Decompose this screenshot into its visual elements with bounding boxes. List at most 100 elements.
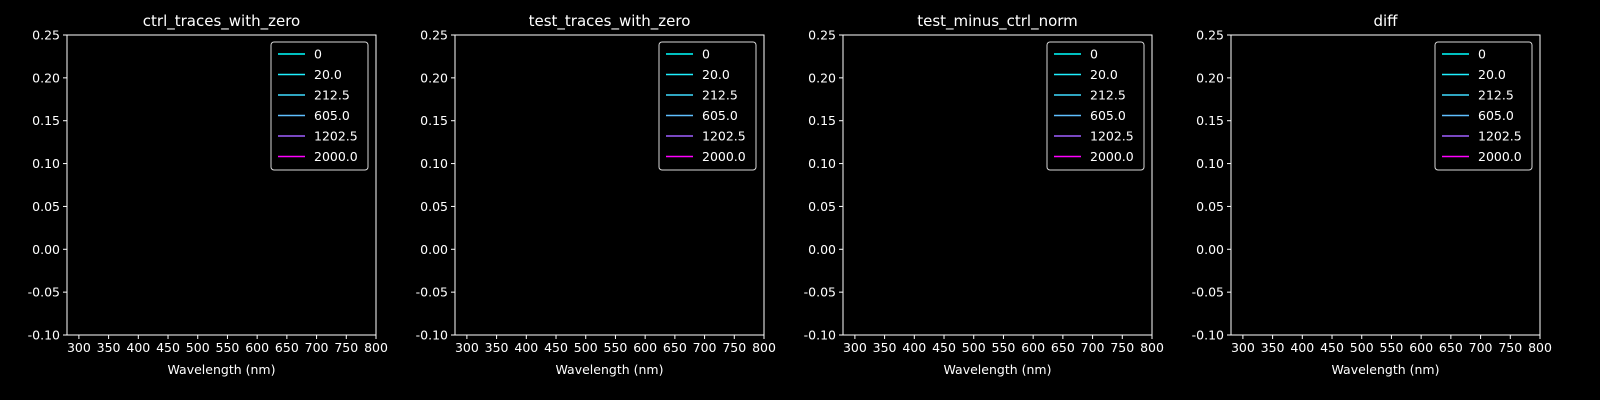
legend-entry-label: 605.0 (1090, 108, 1126, 123)
legend-entry-label: 0 (702, 47, 710, 62)
legend-entry-label: 0 (1090, 47, 1098, 62)
legend-entry-label: 605.0 (314, 108, 350, 123)
x-tick-label: 400 (126, 340, 150, 355)
x-tick-label: 750 (334, 340, 358, 355)
y-tick-label: 0.25 (420, 28, 448, 43)
x-tick-label: 500 (574, 340, 598, 355)
y-tick-label: -0.10 (416, 328, 448, 343)
y-tick-label: 0.10 (808, 156, 836, 171)
x-tick-label: 400 (514, 340, 538, 355)
y-tick-label: 0.20 (420, 70, 448, 85)
y-tick-label: 0.25 (808, 28, 836, 43)
x-tick-label: 400 (902, 340, 926, 355)
legend-entry-label: 2000.0 (1090, 149, 1134, 164)
legend-entry-label: 212.5 (1090, 88, 1126, 103)
y-tick-label: 0.15 (32, 113, 60, 128)
x-tick-label: 450 (1320, 340, 1344, 355)
y-tick-label: 0.10 (1196, 156, 1224, 171)
x-tick-label: 400 (1290, 340, 1314, 355)
y-tick-label: 0.00 (808, 242, 836, 257)
y-tick-label: 0.10 (32, 156, 60, 171)
y-tick-label: 0.25 (32, 28, 60, 43)
x-tick-label: 700 (1081, 340, 1105, 355)
x-tick-label: 750 (1498, 340, 1522, 355)
legend: 0 20.0 212.5 605.0 1202.5 2000.0 (270, 41, 369, 171)
legend-entry-label: 20.0 (314, 67, 342, 82)
x-tick-label: 300 (67, 340, 91, 355)
x-tick-label: 450 (156, 340, 180, 355)
x-tick-label: 800 (752, 340, 776, 355)
legend-entry-label: 605.0 (702, 108, 738, 123)
y-tick-label: 0.00 (420, 242, 448, 257)
x-tick-label: 750 (1110, 340, 1134, 355)
legend-entry-label: 212.5 (314, 88, 350, 103)
x-tick-label: 300 (843, 340, 867, 355)
x-tick-label: 500 (1350, 340, 1374, 355)
x-tick-label: 700 (1469, 340, 1493, 355)
y-tick-label: -0.05 (1192, 285, 1224, 300)
y-tick-label: 0.00 (32, 242, 60, 257)
x-tick-label: 550 (992, 340, 1016, 355)
y-tick-label: 0.05 (32, 199, 60, 214)
y-tick-label: 0.25 (1196, 28, 1224, 43)
legend-entry-label: 2000.0 (1478, 149, 1522, 164)
x-axis-label: Wavelength (nm) (1332, 362, 1440, 377)
y-tick-label: -0.05 (28, 285, 60, 300)
legend-entry-label: 20.0 (702, 67, 730, 82)
legend-entry-label: 2000.0 (314, 149, 358, 164)
x-tick-label: 750 (722, 340, 746, 355)
legend-entry-label: 212.5 (1478, 88, 1514, 103)
chart-title: diff (1373, 12, 1398, 30)
x-tick-label: 300 (1231, 340, 1255, 355)
x-axis-label: Wavelength (nm) (556, 362, 664, 377)
legend: 0 20.0 212.5 605.0 1202.5 2000.0 (1046, 41, 1145, 171)
x-tick-label: 500 (962, 340, 986, 355)
x-tick-label: 350 (97, 340, 121, 355)
y-tick-label: 0.00 (1196, 242, 1224, 257)
x-tick-label: 600 (245, 340, 269, 355)
chart-title: ctrl_traces_with_zero (143, 12, 300, 31)
y-tick-label: 0.20 (1196, 70, 1224, 85)
y-tick-label: -0.10 (28, 328, 60, 343)
legend-entry-label: 1202.5 (1478, 129, 1522, 144)
legend-entry-label: 1202.5 (1090, 129, 1134, 144)
legend-entry-label: 0 (314, 47, 322, 62)
x-tick-label: 650 (1439, 340, 1463, 355)
x-tick-label: 600 (1021, 340, 1045, 355)
x-tick-label: 800 (1528, 340, 1552, 355)
legend-entry-label: 212.5 (702, 88, 738, 103)
legend-entry-label: 605.0 (1478, 108, 1514, 123)
y-tick-label: -0.05 (804, 285, 836, 300)
x-tick-label: 700 (693, 340, 717, 355)
x-tick-label: 550 (604, 340, 628, 355)
x-tick-label: 700 (305, 340, 329, 355)
x-axis-label: Wavelength (nm) (944, 362, 1052, 377)
y-tick-label: 0.15 (808, 113, 836, 128)
chart-panel-4: 300 350 400 450 500 550 600 650 700 750 800 -0.10 -0… (1192, 12, 1552, 377)
x-tick-label: 450 (544, 340, 568, 355)
y-tick-label: -0.10 (1192, 328, 1224, 343)
y-tick-label: 0.20 (808, 70, 836, 85)
y-tick-label: 0.15 (420, 113, 448, 128)
x-tick-label: 600 (633, 340, 657, 355)
chart-panel-1: 300 350 400 450 500 550 600 650 700 750 800 -0.10 -0… (28, 12, 388, 377)
chart-title: test_traces_with_zero (529, 12, 691, 31)
y-tick-label: 0.20 (32, 70, 60, 85)
y-tick-label: 0.05 (808, 199, 836, 214)
y-tick-label: 0.05 (420, 199, 448, 214)
legend-entry-label: 0 (1478, 47, 1486, 62)
x-tick-label: 600 (1409, 340, 1433, 355)
x-tick-label: 500 (186, 340, 210, 355)
x-tick-label: 300 (455, 340, 479, 355)
y-tick-label: 0.05 (1196, 199, 1224, 214)
x-tick-label: 350 (873, 340, 897, 355)
legend-entry-label: 20.0 (1090, 67, 1118, 82)
x-tick-label: 550 (1380, 340, 1404, 355)
x-tick-label: 650 (663, 340, 687, 355)
legend-entry-label: 20.0 (1478, 67, 1506, 82)
y-tick-label: 0.15 (1196, 113, 1224, 128)
x-tick-label: 650 (1051, 340, 1075, 355)
x-tick-label: 550 (216, 340, 240, 355)
x-tick-label: 650 (275, 340, 299, 355)
